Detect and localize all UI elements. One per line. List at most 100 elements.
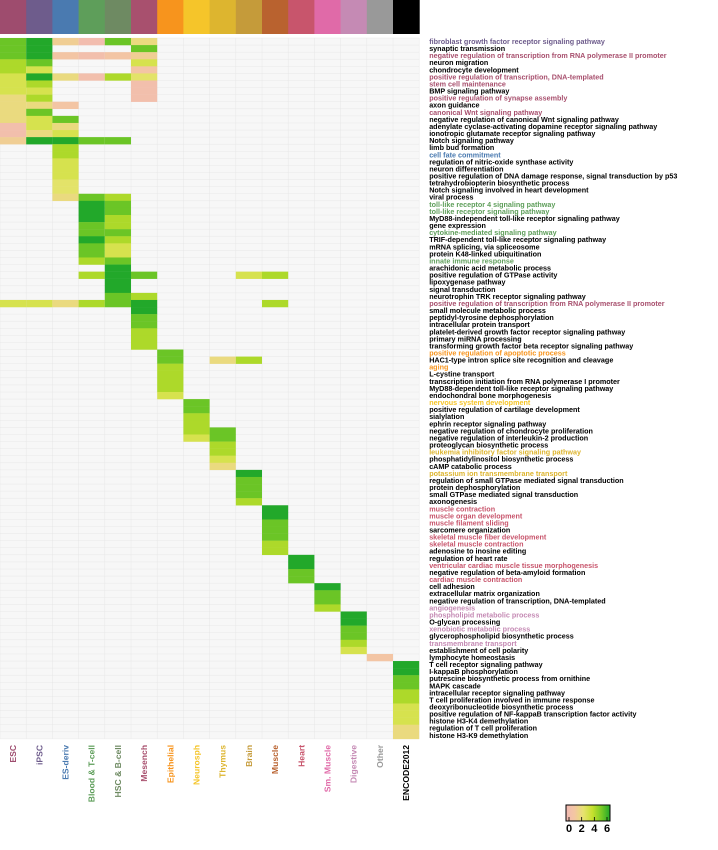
heatmap-cell	[104, 243, 131, 251]
heatmap-cell	[262, 533, 289, 541]
heatmap-cell	[0, 130, 27, 138]
heatmap-cell	[235, 476, 262, 485]
heatmap-cell	[183, 434, 210, 442]
heatmap-cell	[0, 122, 27, 131]
row-label: limb bud formation	[429, 143, 494, 152]
heatmap-cell	[0, 299, 27, 308]
row-label: skeletal muscle contraction	[429, 540, 523, 549]
heatmap-cell	[78, 236, 105, 244]
heatmap-cell	[78, 257, 105, 265]
column-color-15	[393, 0, 420, 34]
row-label: ephrin receptor signaling pathway	[429, 419, 546, 428]
heatmap-cell	[104, 292, 131, 301]
heatmap-cell	[26, 122, 53, 131]
row-label: synaptic transmission	[429, 44, 505, 53]
row-label: histone H3-K4 demethylation	[429, 717, 528, 726]
column-color-14	[366, 0, 394, 34]
heatmap-cell	[26, 101, 53, 109]
row-label: Notch signaling involved in heart develo…	[429, 186, 589, 195]
row-label: HAC1-type intron splice site recognition…	[429, 356, 613, 365]
row-label: positive regulation of NF-kappaB transcr…	[429, 710, 636, 719]
heatmap-cell	[209, 462, 236, 471]
column-color-1	[26, 0, 53, 34]
heatmap-cell	[235, 498, 262, 506]
heatmap-cell	[52, 186, 79, 194]
row-label: protein K48-linked ubiquitination	[429, 249, 541, 258]
heatmap-cell	[52, 144, 79, 152]
column-label: HSC & B-cell	[113, 745, 123, 798]
heatmap-cell	[104, 38, 131, 46]
heatmap-cell	[26, 66, 53, 74]
heatmap-cell	[52, 172, 79, 180]
row-label: L-cystine transport	[429, 370, 495, 379]
heatmap-cell	[131, 335, 158, 343]
row-label: peptidyl-tyrosine dephosphorylation	[429, 313, 554, 322]
row-label: toll-like receptor 4 signaling pathway	[429, 200, 555, 209]
heatmap-cell	[157, 370, 184, 379]
row-label: muscle contraction	[429, 504, 495, 513]
column-color-4	[104, 0, 132, 34]
heatmap-cell	[235, 271, 262, 279]
heatmap-cell	[235, 356, 262, 364]
heatmap-cell	[0, 38, 27, 46]
heatmap-cell	[26, 108, 53, 117]
heatmap-cell	[131, 321, 158, 329]
row-label: adenylate cyclase-activating dopamine re…	[429, 122, 657, 131]
heatmap-cell	[78, 137, 105, 145]
row-label: O-glycan processing	[429, 618, 500, 627]
row-label: cell fate commitment	[429, 150, 501, 159]
heatmap-cell	[104, 285, 131, 294]
heatmap-cell	[157, 392, 184, 400]
legend-tick-label: 4	[591, 823, 598, 835]
legend-gradient-bar	[565, 804, 611, 822]
row-label: protein dephosphorylation	[429, 483, 520, 492]
heatmap-cell	[104, 215, 131, 223]
heatmap-cell	[262, 540, 289, 548]
heatmap-cell	[52, 158, 79, 166]
heatmap-cell	[262, 512, 289, 520]
heatmap-cell	[0, 66, 27, 74]
row-label: sarcomere organization	[429, 526, 510, 535]
column-label: Thymus	[218, 745, 228, 778]
row-label: regulation of small GTPase mediated sign…	[429, 476, 624, 485]
heatmap-cell	[131, 299, 158, 308]
heatmap-cell	[393, 717, 420, 725]
row-label: transcription initiation from RNA polyme…	[429, 377, 620, 386]
heatmap-cell	[393, 682, 420, 690]
heatmap-cell	[209, 441, 236, 449]
row-label: T cell proliferation involved in immune …	[429, 695, 594, 704]
column-color-8	[209, 0, 237, 34]
heatmap-cell	[393, 668, 420, 676]
heatmap-cell	[78, 271, 105, 279]
row-label: leukemia inhibitory factor signaling pat…	[429, 448, 581, 457]
heatmap-cell	[262, 299, 289, 308]
row-label: cAMP catabolic process	[429, 462, 512, 471]
heatmap-cell	[26, 87, 53, 95]
heatmap-cell	[262, 547, 289, 556]
heatmap-cell	[26, 73, 53, 81]
heatmap-cell	[78, 207, 105, 216]
row-label: skeletal muscle fiber development	[429, 533, 547, 542]
legend-tick-label: 6	[604, 823, 610, 835]
row-label: ventricular cardiac muscle tissue morpho…	[429, 561, 598, 570]
heatmap-cell	[26, 299, 53, 308]
heatmap-cell	[104, 236, 131, 244]
heatmap-cell	[393, 710, 420, 718]
row-label: phospholipid metabolic process	[429, 610, 539, 619]
row-label: muscle filament sliding	[429, 518, 508, 527]
heatmap-cell	[131, 94, 158, 102]
row-label: cardiac muscle contraction	[429, 575, 522, 584]
heatmap-cell	[131, 342, 158, 350]
heatmap-cell	[104, 229, 131, 237]
row-label: lipoxygenase pathway	[429, 278, 505, 287]
heatmap-cell	[393, 696, 420, 704]
row-label: platelet-derived growth factor receptor …	[429, 327, 625, 336]
heatmap-cell	[131, 87, 158, 95]
heatmap-cell	[52, 130, 79, 138]
row-label: positive regulation of GTPase activity	[429, 271, 557, 280]
row-label: putrescine biosynthetic process from orn…	[429, 674, 590, 683]
heatmap-cell	[52, 38, 79, 46]
row-label: aging	[429, 363, 448, 372]
heatmap-cell	[393, 675, 420, 683]
